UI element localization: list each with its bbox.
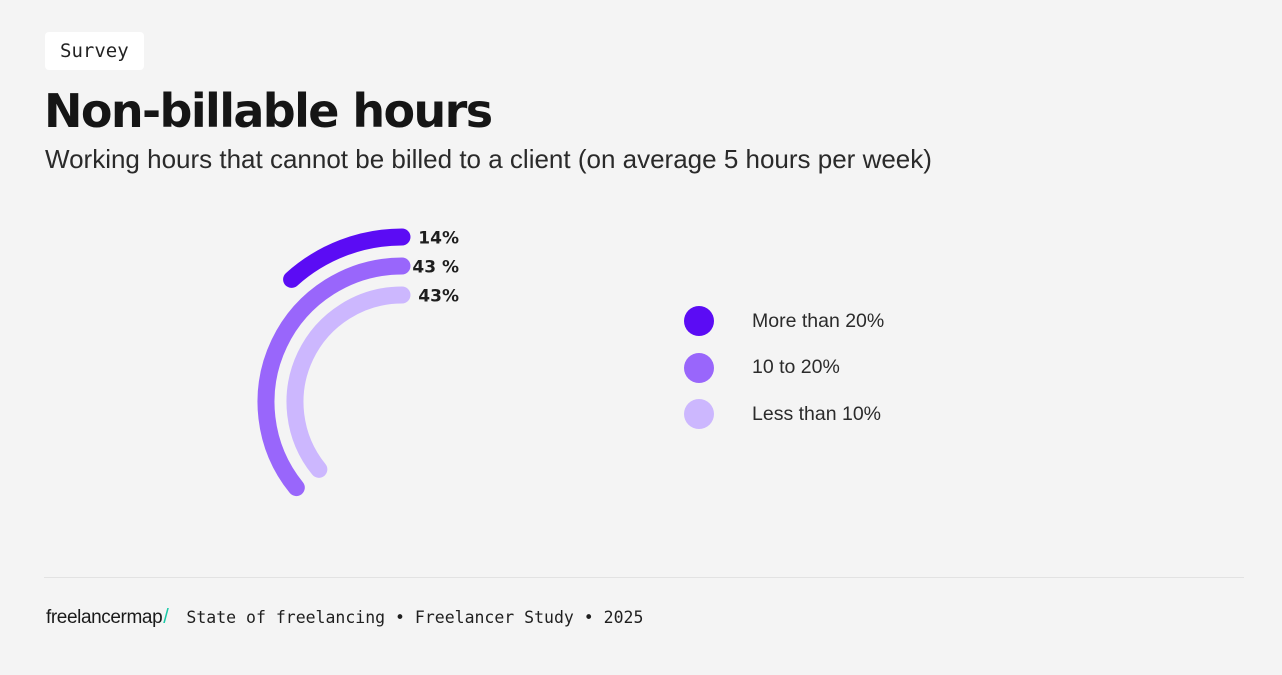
logo-text: freelancermap [46, 607, 163, 628]
legend-swatch [684, 306, 714, 336]
page-title: Non-billable hours [44, 84, 493, 138]
legend-label: Less than 10% [752, 402, 882, 425]
footer: freelancermap/ State of freelancing • Fr… [46, 606, 643, 629]
footer-source-text: State of freelancing • Freelancer Study … [186, 608, 644, 627]
radial-bar-1 [283, 228, 411, 288]
footer-divider [44, 577, 1244, 578]
page-subtitle: Working hours that cannot be billed to a… [45, 144, 932, 174]
radial-bar-2 [257, 257, 411, 497]
survey-tag: Survey [45, 32, 144, 70]
legend-label: 10 to 20% [752, 356, 840, 378]
chart-legend: More than 20% 10 to 20% Less than 10% [684, 306, 884, 446]
value-label-3: 43% [418, 287, 459, 307]
legend-swatch [684, 352, 714, 383]
value-label-2: 43 % [412, 258, 459, 278]
value-label-1: 14% [418, 229, 459, 249]
freelancermap-logo: freelancermap/ [46, 606, 169, 629]
logo-slash: / [163, 606, 169, 628]
legend-item-3: Less than 10% [684, 399, 884, 429]
legend-swatch [684, 399, 714, 429]
legend-item-2: 10 to 20% [684, 352, 884, 383]
legend-item-1: More than 20% [684, 306, 884, 336]
radial-bar-3 [286, 286, 411, 478]
legend-label: More than 20% [752, 309, 885, 332]
